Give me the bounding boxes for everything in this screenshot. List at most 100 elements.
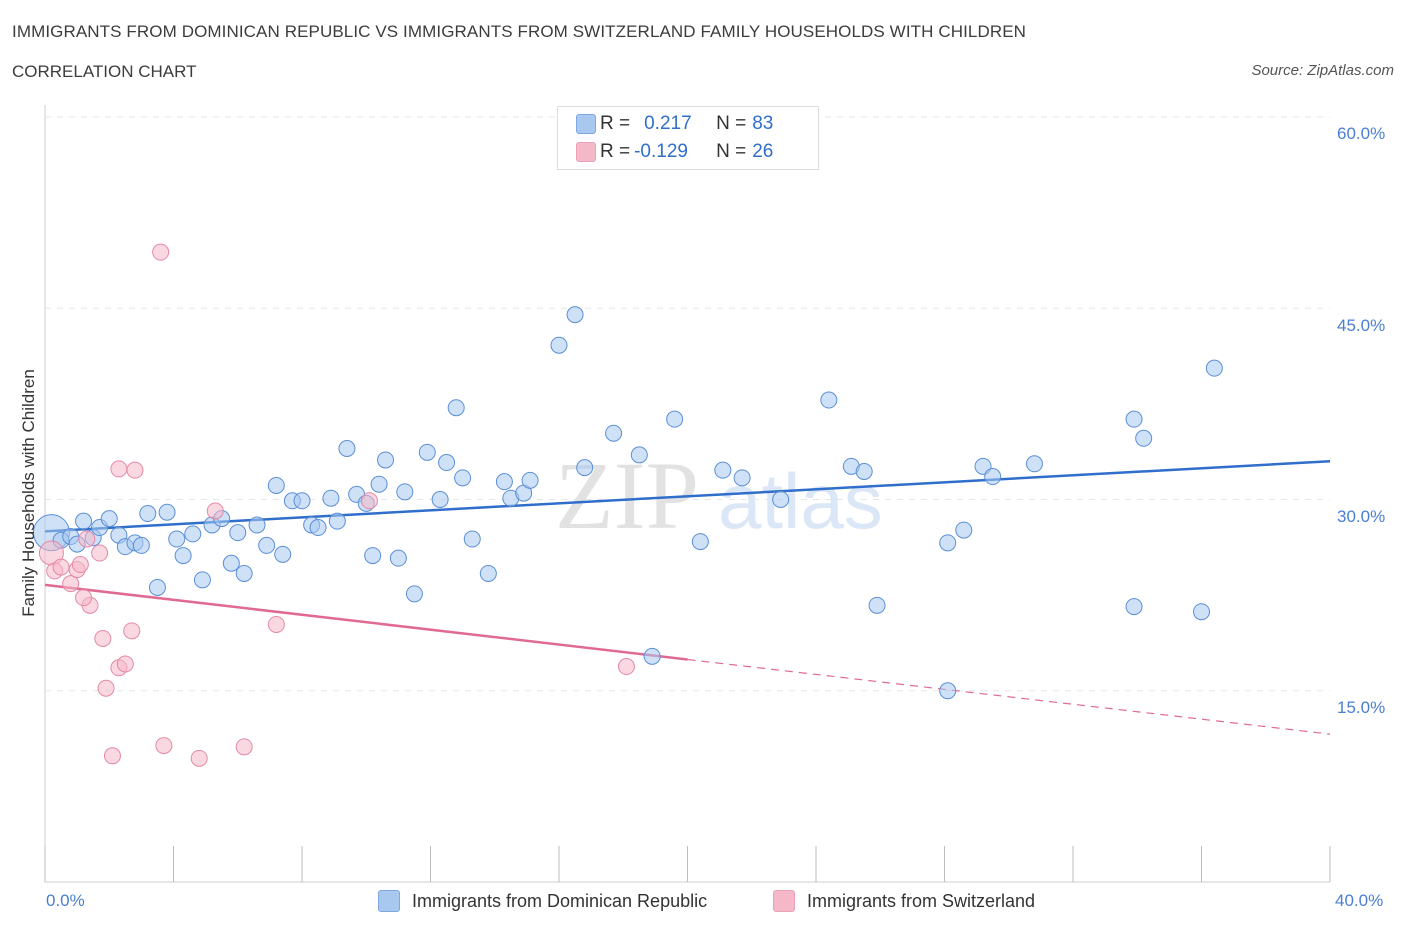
point-dominican xyxy=(309,519,327,537)
point-switzerland xyxy=(360,492,378,510)
point-dominican xyxy=(396,483,414,501)
legend-n-label: N = xyxy=(716,141,747,162)
point-dominican xyxy=(248,516,266,534)
point-dominican xyxy=(550,336,568,354)
point-dominican xyxy=(820,391,838,409)
axes xyxy=(44,105,1331,883)
point-dominican xyxy=(389,549,407,567)
point-dominican xyxy=(521,471,539,489)
trend-line-switzerland xyxy=(44,583,688,661)
point-dominican xyxy=(438,454,456,472)
legend-swatch-pink xyxy=(576,142,596,162)
y-tick-label: 30.0% xyxy=(1337,507,1386,526)
point-dominican xyxy=(267,476,285,494)
point-switzerland xyxy=(267,615,285,633)
bottom-legend-swatch-pink xyxy=(773,890,795,912)
point-dominican xyxy=(1205,359,1223,377)
point-dominican xyxy=(258,536,276,554)
bottom-legend-label: Immigrants from Dominican Republic xyxy=(412,890,708,911)
point-switzerland xyxy=(190,749,208,767)
point-dominican xyxy=(576,459,594,477)
point-dominican xyxy=(772,491,790,508)
chart-subtitle: CORRELATION CHART xyxy=(12,62,197,81)
point-switzerland xyxy=(126,461,144,479)
x-tick-label-max: 40.0% xyxy=(1335,891,1384,910)
legend-n-value: 83 xyxy=(752,113,774,134)
point-switzerland xyxy=(71,556,89,574)
point-dominican xyxy=(630,446,648,464)
point-dominican xyxy=(1125,598,1143,616)
point-dominican xyxy=(855,462,873,480)
point-dominican xyxy=(338,440,356,457)
legend-r-value: -0.129 xyxy=(634,141,688,162)
point-dominican xyxy=(1193,603,1210,621)
legend-n-value: 26 xyxy=(752,141,774,162)
point-switzerland xyxy=(235,738,253,756)
point-dominican xyxy=(328,512,346,530)
point-dominican xyxy=(454,469,472,487)
point-switzerland xyxy=(94,629,112,647)
bottom-legend-series2: Immigrants from Switzerland xyxy=(773,890,1035,912)
point-dominican xyxy=(364,547,382,565)
point-dominican xyxy=(868,596,886,614)
trend-line-switzerland-dashed xyxy=(687,658,1331,735)
source-credit: Source: ZipAtlas.com xyxy=(1251,62,1394,79)
chart-title: IMMIGRANTS FROM DOMINICAN REPUBLIC VS IM… xyxy=(12,22,1027,41)
legend-r-value: 0.217 xyxy=(644,113,692,134)
bottom-legend-swatch-blue xyxy=(378,890,400,912)
point-dominican xyxy=(939,534,957,552)
legend-row-blue: R = 0.217 N = 83 xyxy=(576,111,774,137)
point-dominican xyxy=(293,492,311,510)
point-switzerland xyxy=(155,737,173,755)
legend-swatch-blue xyxy=(576,114,596,134)
point-dominican xyxy=(418,443,436,461)
point-dominican xyxy=(566,306,584,324)
stats-legend: R = 0.217 N = 83 R = -0.129 N = 26 xyxy=(557,106,819,170)
legend-r-label: R = xyxy=(600,113,631,134)
point-dominican xyxy=(479,564,497,582)
point-dominican xyxy=(1135,429,1153,447)
data-points xyxy=(32,243,1223,767)
point-dominican xyxy=(158,503,176,521)
bottom-legend-series1: Immigrants from Dominican Republic xyxy=(378,890,707,912)
point-dominican xyxy=(1025,455,1043,473)
point-dominican xyxy=(229,524,247,542)
y-tick-label: 15.0% xyxy=(1337,698,1386,717)
point-dominican xyxy=(714,461,732,479)
point-dominican xyxy=(274,545,292,563)
point-switzerland xyxy=(97,679,115,697)
point-switzerland xyxy=(206,502,224,520)
y-tick-label: 60.0% xyxy=(1337,124,1386,143)
point-dominican xyxy=(132,536,150,554)
point-dominican xyxy=(405,585,423,603)
point-switzerland xyxy=(110,460,128,478)
point-switzerland xyxy=(617,658,635,676)
point-switzerland xyxy=(116,655,134,673)
point-dominican xyxy=(148,578,166,596)
point-dominican xyxy=(463,530,481,548)
grid-lines xyxy=(45,116,1330,692)
point-dominican xyxy=(666,410,684,428)
watermark-zip: ZIP xyxy=(555,442,699,549)
point-dominican xyxy=(168,530,186,548)
y-axis-title: Family Households with Children xyxy=(19,369,38,617)
legend-n-label: N = xyxy=(716,113,747,134)
point-switzerland xyxy=(75,589,93,607)
point-dominican xyxy=(447,399,465,417)
point-dominican xyxy=(1125,410,1143,428)
point-switzerland xyxy=(103,747,121,765)
point-dominican xyxy=(184,525,202,543)
y-tick-label: 45.0% xyxy=(1337,316,1386,335)
bottom-legend-label: Immigrants from Switzerland xyxy=(807,890,1036,911)
point-dominican xyxy=(75,512,93,530)
point-switzerland xyxy=(52,558,70,576)
point-switzerland xyxy=(152,243,170,261)
point-dominican xyxy=(955,521,973,539)
legend-row-pink: R = -0.129 N = 26 xyxy=(576,139,774,165)
point-dominican xyxy=(643,647,661,665)
point-dominican xyxy=(139,505,157,523)
point-dominican xyxy=(222,554,240,572)
point-switzerland xyxy=(78,530,96,548)
point-dominican xyxy=(100,510,118,528)
